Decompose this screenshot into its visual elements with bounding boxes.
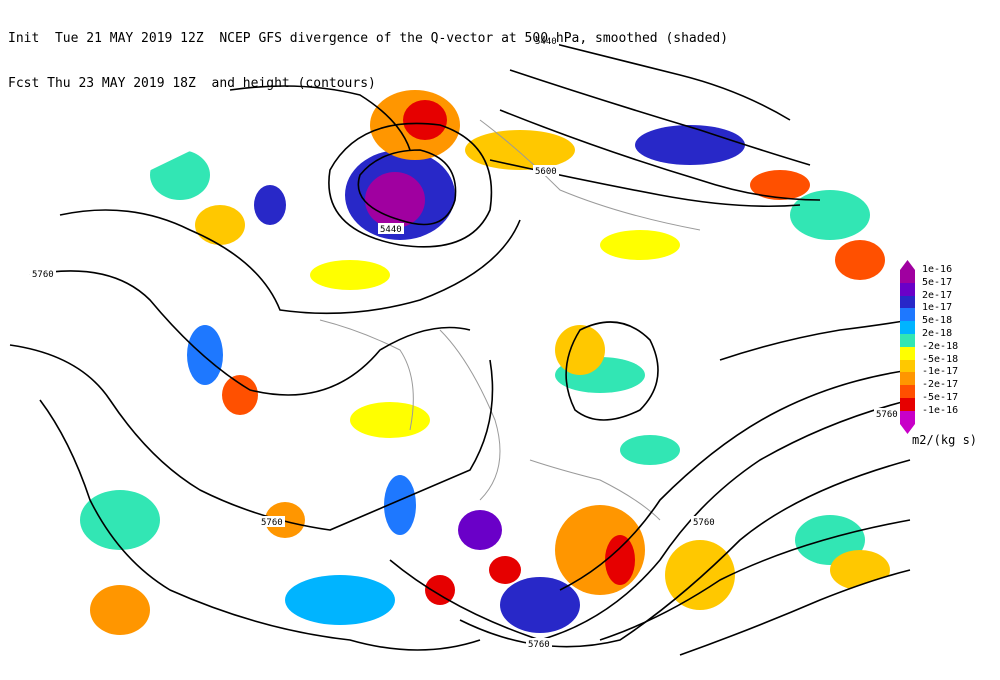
shade-patch: [600, 230, 680, 260]
shade-patch: [425, 575, 455, 605]
contour-line: [29, 270, 471, 396]
header-line-forecast: Fcst Thu 23 MAY 2019 18Z and height (con…: [8, 76, 376, 91]
legend-label: 1e-17: [922, 302, 953, 314]
shade-patch: [150, 150, 210, 200]
shade-patch: [285, 575, 395, 625]
shade-patch: [500, 577, 580, 633]
shade-patch: [350, 402, 430, 438]
legend-arrow-bottom: [900, 423, 915, 434]
contour-line: [357, 149, 457, 226]
legend-label: -5e-17: [922, 392, 959, 403]
contour-line: [679, 569, 911, 656]
contour-label: 5760: [528, 640, 550, 650]
shade-patch: [403, 100, 447, 140]
coastlines: [319, 119, 701, 521]
legend-label: -2e-17: [922, 379, 959, 391]
contour-label: 5440: [535, 37, 557, 47]
contour-label: 5760: [876, 410, 898, 420]
contour-line: [599, 519, 911, 641]
shade-patch: [80, 490, 160, 550]
contour-line: [509, 69, 811, 166]
height-contours: [9, 39, 911, 656]
legend-label: 1e-16: [922, 264, 953, 275]
shade-patch: [835, 240, 885, 280]
legend-label: -5e-18: [922, 353, 959, 365]
units-label: m2/(kg s): [912, 433, 978, 447]
contour-label: 5760: [32, 270, 54, 280]
contour-line: [59, 209, 521, 315]
shade-patch: [555, 325, 605, 375]
legend-label: 5e-17: [922, 276, 953, 288]
shade-patch: [750, 170, 810, 200]
legend-label: 2e-18: [922, 328, 953, 339]
shade-patch: [222, 375, 258, 415]
contour-line: [559, 369, 911, 591]
legend-swatch: [900, 321, 915, 335]
legend-swatch: [900, 385, 915, 399]
contour-label: 5760: [261, 518, 283, 528]
legend-label: 5e-18: [922, 315, 953, 327]
shade-patch: [187, 325, 223, 385]
shade-patch: [635, 125, 745, 165]
legend-swatch: [900, 282, 915, 297]
legend-swatch: [900, 334, 915, 348]
shade-patch: [310, 260, 390, 290]
legend-swatch: [900, 346, 915, 361]
contour-line: [539, 39, 791, 121]
shade-patch: [465, 130, 575, 170]
contour-label: 5440: [380, 225, 402, 235]
shade-patch: [489, 556, 521, 584]
legend-swatch: [900, 308, 915, 322]
shade-patch: [830, 550, 890, 590]
shade-patch: [605, 535, 635, 585]
contour-line: [499, 109, 821, 201]
contour-label: 5600: [535, 167, 557, 177]
contour-line: [389, 399, 911, 641]
shade-patch: [620, 435, 680, 465]
contour-line: [9, 344, 494, 531]
contour-line: [719, 319, 911, 361]
legend-label: 2e-17: [922, 289, 953, 301]
contour-line: [229, 85, 411, 151]
shade-patch: [365, 172, 425, 228]
shaded-divergence-field: [80, 90, 890, 635]
shade-patch: [790, 190, 870, 240]
legend-swatch: [900, 410, 915, 425]
contour-line: [39, 399, 481, 651]
header-line-init: Init Tue 21 MAY 2019 12Z NCEP GFS diverg…: [8, 31, 729, 46]
legend-label: -2e-18: [922, 340, 959, 352]
shade-patch: [195, 205, 245, 245]
shade-patch: [254, 185, 286, 225]
legend-swatch: [900, 372, 915, 386]
legend-swatch: [900, 270, 915, 284]
shade-patch: [458, 510, 502, 550]
legend-swatch: [900, 398, 915, 412]
contour-label: 5760: [693, 518, 715, 528]
shade-patch: [384, 475, 416, 535]
contour-line: [565, 321, 659, 421]
contour-labels: 5440 5440 5600 5760 5760 5760 5760 5760: [30, 35, 900, 650]
legend-label: -1e-17: [922, 366, 959, 378]
legend-arrow-top: [900, 260, 915, 270]
contour-line: [328, 122, 493, 248]
legend-swatch: [900, 359, 915, 373]
shade-patch: [90, 585, 150, 635]
chart-header: Init Tue 21 MAY 2019 12Z NCEP GFS diverg…: [8, 1, 728, 106]
legend-swatch: [900, 295, 915, 309]
legend-label: -1e-16: [922, 404, 959, 416]
